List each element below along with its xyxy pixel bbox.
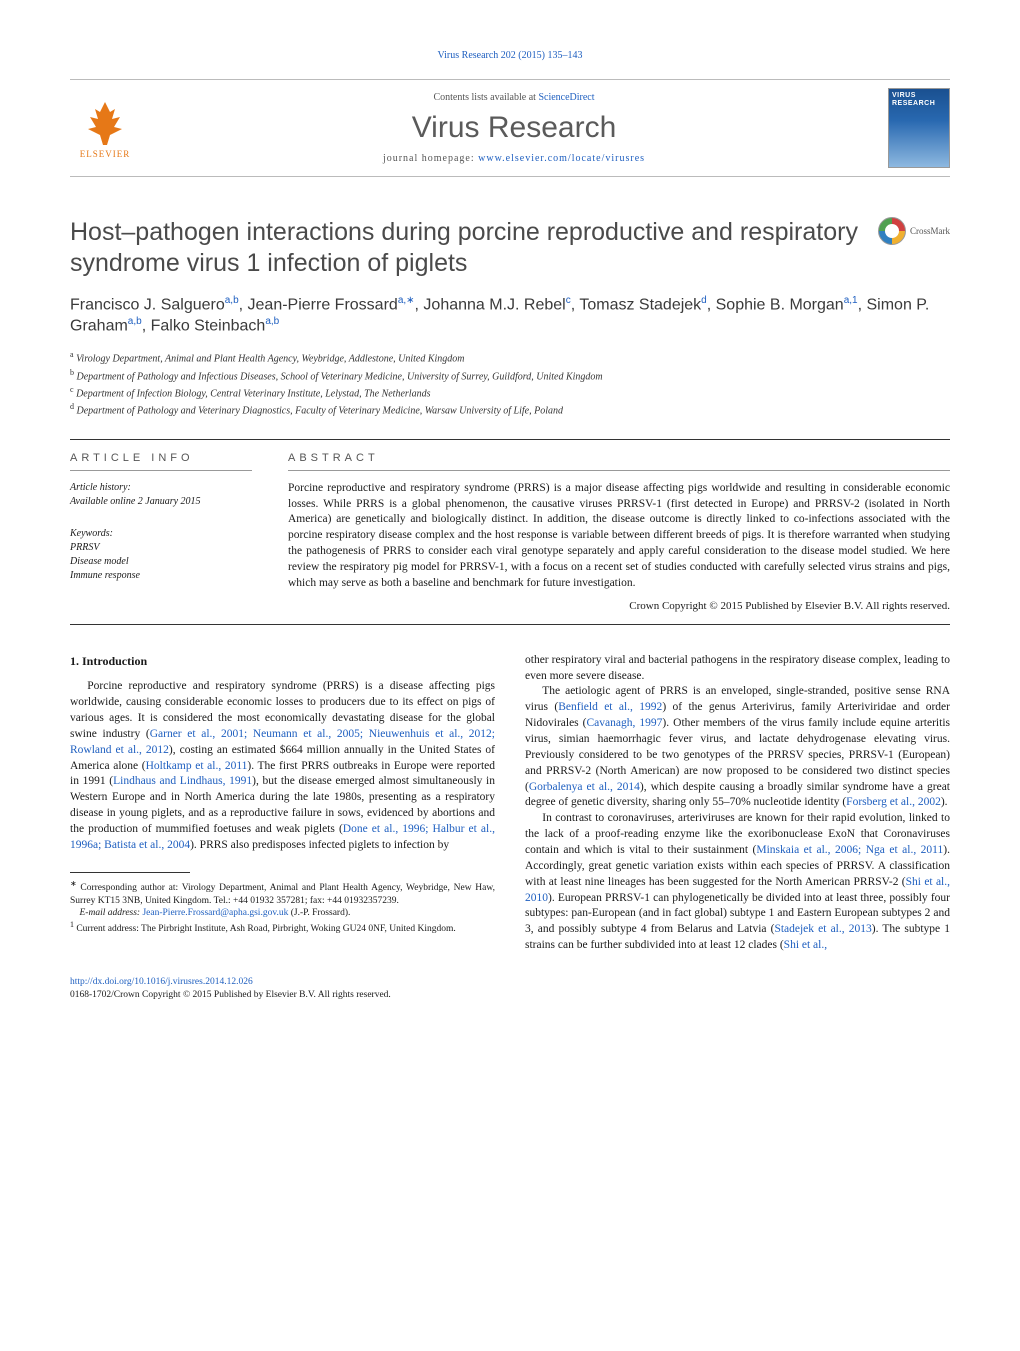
homepage-prefix: journal homepage: [383, 153, 478, 164]
elsevier-logo[interactable]: ELSEVIER [70, 91, 140, 166]
current-address-note: 1 Current address: The Pirbright Institu… [70, 920, 495, 936]
homepage-line: journal homepage: www.elsevier.com/locat… [160, 153, 868, 164]
abstract-copyright: Crown Copyright © 2015 Published by Else… [288, 600, 950, 612]
crossmark-badge[interactable]: CrossMark [878, 217, 950, 245]
ref-forsberg[interactable]: Forsberg et al., 2002 [846, 796, 941, 808]
history-date: Available online 2 January 2015 [70, 495, 252, 509]
affiliation-d: d Department of Pathology and Veterinary… [70, 401, 950, 418]
article-info-heading: article info [70, 452, 252, 471]
col2-para-1: other respiratory viral and bacterial pa… [525, 653, 950, 685]
article-title: Host–pathogen interactions during porcin… [70, 217, 858, 280]
author-6-sup: a,b [128, 316, 142, 327]
author-2-sup: a,∗ [398, 295, 415, 306]
corresponding-author-note: ∗ Corresponding author at: Virology Depa… [70, 879, 495, 908]
abstract-text: Porcine reproductive and respiratory syn… [288, 481, 950, 592]
author-1-sup: a,b [225, 295, 239, 306]
article-history: Article history: Available online 2 Janu… [70, 481, 252, 509]
elsevier-label: ELSEVIER [80, 149, 131, 159]
author-7: , Falko Steinbach [142, 318, 266, 335]
ref-shi-cont[interactable]: Shi et al., [784, 939, 827, 951]
contents-line: Contents lists available at ScienceDirec… [160, 92, 868, 103]
header-citation: Virus Research 202 (2015) 135–143 [70, 50, 950, 61]
crossmark-label: CrossMark [910, 226, 950, 236]
citation-link[interactable]: Virus Research 202 (2015) 135–143 [438, 50, 583, 61]
ref-benfield[interactable]: Benfield et al., 1992 [558, 701, 662, 713]
body-columns: 1. Introduction Porcine reproductive and… [70, 653, 950, 954]
journal-title: Virus Research [160, 111, 868, 145]
ref-holtkamp[interactable]: Holtkamp et al., 2011 [146, 760, 248, 772]
author-2: , Jean-Pierre Frossard [239, 296, 398, 313]
keywords-label: Keywords: [70, 527, 252, 541]
history-label: Article history: [70, 481, 252, 495]
journal-header-bar: ELSEVIER Contents lists available at Sci… [70, 79, 950, 177]
ref-minskaia[interactable]: Minskaia et al., 2006; Nga et al., 2011 [756, 844, 943, 856]
author-list: Francisco J. Salgueroa,b, Jean-Pierre Fr… [70, 294, 950, 338]
journal-cover-thumbnail[interactable]: VIRUS RESEARCH [888, 88, 950, 168]
affiliation-a: a Virology Department, Animal and Plant … [70, 349, 950, 366]
intro-para-1: Porcine reproductive and respiratory syn… [70, 679, 495, 853]
header-center: Contents lists available at ScienceDirec… [160, 92, 868, 164]
affiliation-c: c Department of Infection Biology, Centr… [70, 384, 950, 401]
bottom-metadata: http://dx.doi.org/10.1016/j.virusres.201… [70, 976, 950, 1002]
author-4: , Tomasz Stadejek [571, 296, 701, 313]
affiliations: a Virology Department, Animal and Plant … [70, 349, 950, 418]
email-link[interactable]: Jean-Pierre.Frossard@apha.gsi.gov.uk [142, 908, 288, 918]
contents-prefix: Contents lists available at [433, 92, 538, 103]
issn-copyright: 0168-1702/Crown Copyright © 2015 Publish… [70, 989, 950, 1002]
elsevier-tree-icon [80, 97, 130, 147]
crossmark-icon [878, 217, 906, 245]
email-line: E-mail address: Jean-Pierre.Frossard@aph… [70, 907, 495, 920]
col2-para-3: In contrast to coronaviruses, arteriviru… [525, 811, 950, 954]
footnote-separator [70, 872, 190, 873]
left-column: 1. Introduction Porcine reproductive and… [70, 653, 495, 954]
ref-lindhaus[interactable]: Lindhaus and Lindhaus, 1991 [113, 775, 252, 787]
ref-cavanagh[interactable]: Cavanagh, 1997 [587, 717, 663, 729]
author-7-sup: a,b [265, 316, 279, 327]
footnotes: ∗ Corresponding author at: Virology Depa… [70, 879, 495, 937]
keyword-3: Immune response [70, 569, 252, 583]
author-1: Francisco J. Salguero [70, 296, 225, 313]
ref-stadejek[interactable]: Stadejek et al., 2013 [774, 923, 871, 935]
keyword-2: Disease model [70, 555, 252, 569]
section-1-heading: 1. Introduction [70, 653, 495, 670]
homepage-link[interactable]: www.elsevier.com/locate/virusres [478, 153, 645, 164]
affiliation-b: b Department of Pathology and Infectious… [70, 367, 950, 384]
author-5-sup: a,1 [844, 295, 858, 306]
sciencedirect-link[interactable]: ScienceDirect [538, 92, 594, 103]
article-info-column: article info Article history: Available … [70, 440, 270, 624]
keywords-block: Keywords: PRRSV Disease model Immune res… [70, 527, 252, 583]
author-3: , Johanna M.J. Rebel [415, 296, 566, 313]
right-column: other respiratory viral and bacterial pa… [525, 653, 950, 954]
abstract-column: abstract Porcine reproductive and respir… [270, 440, 950, 624]
col2-para-2: The aetiologic agent of PRRS is an envel… [525, 684, 950, 811]
abstract-heading: abstract [288, 452, 950, 471]
cover-title-1: VIRUS [892, 92, 916, 99]
ref-gorbalenya[interactable]: Gorbalenya et al., 2014 [529, 781, 640, 793]
author-5: , Sophie B. Morgan [707, 296, 844, 313]
doi-link[interactable]: http://dx.doi.org/10.1016/j.virusres.201… [70, 977, 253, 987]
cover-title-2: RESEARCH [892, 100, 935, 107]
keyword-1: PRRSV [70, 541, 252, 555]
